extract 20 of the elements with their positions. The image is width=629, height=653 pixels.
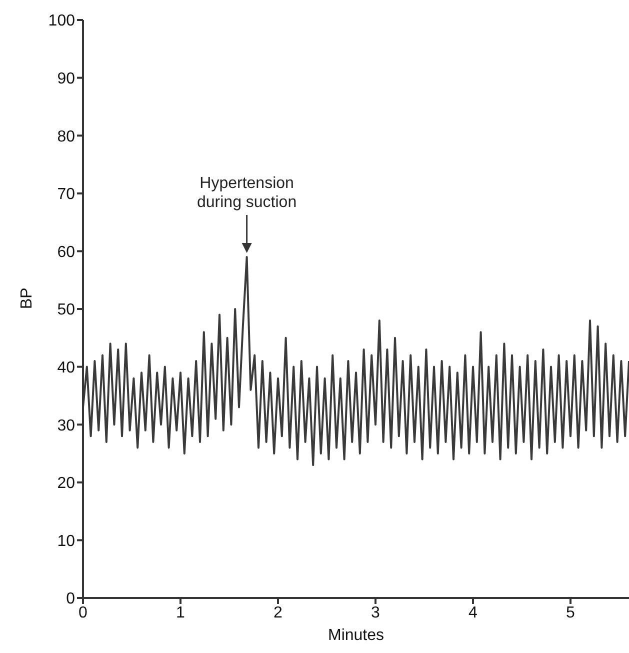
x-tick-label: 0 — [78, 604, 88, 622]
annotation: Hypertension during suction — [196, 174, 297, 211]
y-axis-title: BP — [18, 288, 36, 309]
x-tick-label: 3 — [371, 604, 380, 622]
x-tick-label: 2 — [274, 604, 283, 622]
y-tick-label: 10 — [57, 532, 76, 550]
y-tick-label: 70 — [57, 186, 76, 204]
y-tick-label: 80 — [57, 128, 76, 146]
y-tick-label: 60 — [57, 244, 76, 261]
y-tick-label: 100 — [48, 12, 76, 30]
y-tick-label: 20 — [57, 475, 76, 492]
y-tick-label: 0 — [66, 590, 76, 608]
x-tick-label: 5 — [566, 604, 576, 622]
x-tick-label: 4 — [468, 604, 478, 622]
y-tick-label: 50 — [57, 302, 76, 319]
y-tick-label: 30 — [57, 417, 76, 434]
y-tick-label: 90 — [57, 70, 76, 88]
x-tick-label: 1 — [176, 604, 186, 622]
y-tick-label: 40 — [57, 359, 76, 376]
x-axis-title: Minutes — [328, 627, 384, 644]
